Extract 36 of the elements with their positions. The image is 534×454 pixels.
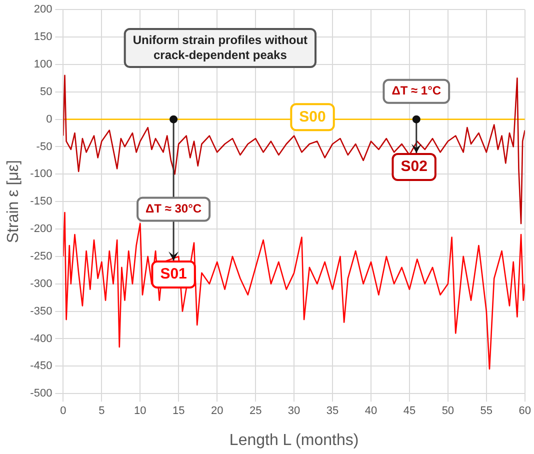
y-tick-label: -300 [30, 278, 52, 290]
y-tick-label: 200 [34, 4, 52, 16]
y-tick-label: 0 [46, 113, 52, 126]
y-tick-label: -100 [30, 168, 52, 180]
x-tick-label: 50 [442, 405, 454, 418]
y-tick-label: -450 [30, 360, 52, 372]
y-tick-label: 150 [34, 31, 52, 44]
series-label: S01 [160, 266, 187, 283]
x-tick-label: 25 [249, 405, 262, 418]
annotation: ΔT ≈ 1°C [392, 84, 442, 98]
series-label: S02 [400, 158, 428, 176]
y-tick-label: -400 [30, 332, 52, 345]
y-tick-label: -150 [30, 196, 52, 208]
y-axis-title: Strain ε [με] [5, 160, 22, 244]
x-tick-label: 60 [518, 405, 532, 418]
x-tick-label: 10 [134, 405, 146, 418]
x-tick-label: 35 [326, 405, 339, 418]
x-tick-label: 45 [403, 405, 416, 418]
x-tick-label: 20 [210, 405, 224, 418]
y-tick-label: -350 [30, 305, 52, 318]
x-tick-label: 40 [364, 405, 378, 418]
y-tick-label: -500 [30, 388, 52, 400]
x-tick-label: 15 [172, 405, 185, 418]
x-tick-label: 0 [60, 405, 66, 418]
y-tick-label: 100 [34, 58, 52, 70]
x-tick-label: 5 [98, 405, 105, 418]
x-tick-label: 55 [480, 405, 493, 418]
series-label: S00 [299, 108, 326, 126]
y-tick-label: -200 [30, 223, 52, 236]
annotation: Uniform strain profiles without crack-dependent peaks [132, 32, 308, 62]
annotation: ΔT ≈ 30°C [146, 202, 202, 216]
x-axis-title: Length L (months) [229, 432, 359, 449]
x-tick-label: 30 [288, 405, 300, 418]
y-tick-label: 50 [40, 86, 52, 98]
y-tick-label: -50 [36, 140, 52, 153]
y-tick-label: -250 [30, 250, 52, 262]
